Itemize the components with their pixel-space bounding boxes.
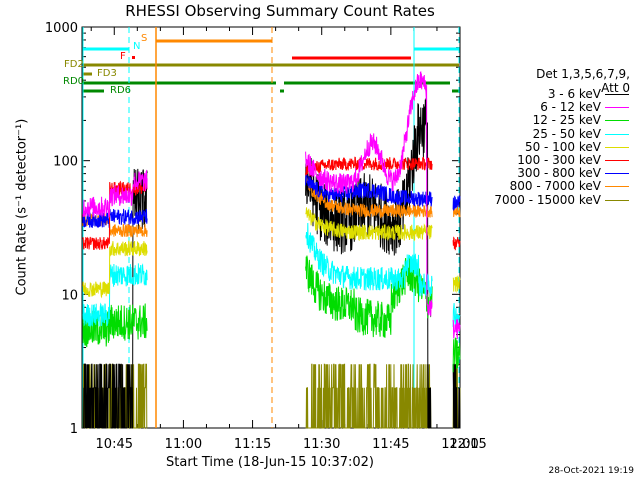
flag-label-s: S [141,33,148,44]
legend-entry-label: 100 - 300 keV [517,153,601,167]
series-line-7000-15000-kev [305,363,433,429]
y-tick-label: 1000 [45,21,78,36]
series-line-50-100-kev [452,275,461,294]
legend-entry-swatch [605,107,629,109]
series-line-50-100-kev [82,240,148,299]
flag-label-rd6: RD6 [110,85,132,96]
chart-title: RHESSI Observing Summary Count Rates [125,2,435,20]
x-tick-label: 11:00 [165,437,202,452]
legend-header-attenuator: Att 0 [601,81,630,95]
legend-entry-swatch [605,173,629,175]
x-tick-label: 12:15 [449,437,486,452]
legend-entry-label: 300 - 800 keV [517,166,601,181]
legend-entry-swatch [605,199,629,201]
series-line-12-25-kev [305,255,433,338]
legend-header-detectors: Det 1,3,5,6,7,9, [536,67,630,81]
y-tick-label: 10 [61,288,78,303]
x-tick-label: 12:00 [441,437,478,452]
series-line-12-25-kev [452,337,461,373]
series-line-6-12-kev [305,71,433,317]
flag-marker-f [132,56,135,59]
legend-entry-label: 50 - 100 keV [524,139,601,154]
series-line-6-12-kev [82,169,148,218]
legend-entry-label: 12 - 25 keV [532,113,601,128]
series-line-800-7000-kev [452,203,461,218]
series-line-6-12-kev [452,319,461,340]
x-axis-label: Start Time (18-Jun-15 10:37:02) [166,455,374,470]
flag-label-f: F [120,51,126,62]
generation-timestamp: 28-Oct-2021 19:19 [548,466,634,476]
flag-label-fd3: FD3 [97,68,117,79]
series-line-100-300-kev [305,156,433,176]
legend-entry-swatch [605,94,629,95]
legend-entry-label: 7000 - 15000 keV [494,192,601,207]
legend-entry-swatch [605,146,629,148]
x-tick-label: 11:45 [372,437,409,452]
y-tick-label: 1 [70,422,78,437]
series-line-50-100-kev [305,207,433,242]
legend-entry-swatch [605,186,629,188]
legend-entry-swatch [605,133,629,135]
plot-frame [81,26,461,429]
series-line-25-50-kev [305,222,433,297]
x-tick-label: 11:15 [234,437,271,452]
flag-label-fd2: FD2 [64,59,84,70]
legend-entry-label: 25 - 50 keV [532,126,601,141]
x-tick-label: 11:30 [303,437,340,452]
series-line-300-800-kev [452,195,461,212]
flag-label-rd0: RD0 [63,76,85,87]
series-line-100-300-kev [452,236,461,251]
x-tick-label: 10:45 [96,437,133,452]
series-line-12-25-kev [82,303,148,348]
legend-entry-swatch [605,160,629,161]
legend-entry-label: 800 - 7000 keV [509,179,601,194]
y-axis-label: Count Rate (s⁻¹ detector⁻¹) [14,118,30,296]
series-line-800-7000-kev [305,177,433,219]
legend-entry-label: 6 - 12 keV [540,100,601,115]
y-tick-label: 100 [53,155,78,170]
legend-entry-swatch [605,120,629,122]
series-line-25-50-kev [82,263,148,327]
legend-entry-label: 3 - 6 keV [547,87,601,101]
flag-label-n: N [133,41,141,52]
